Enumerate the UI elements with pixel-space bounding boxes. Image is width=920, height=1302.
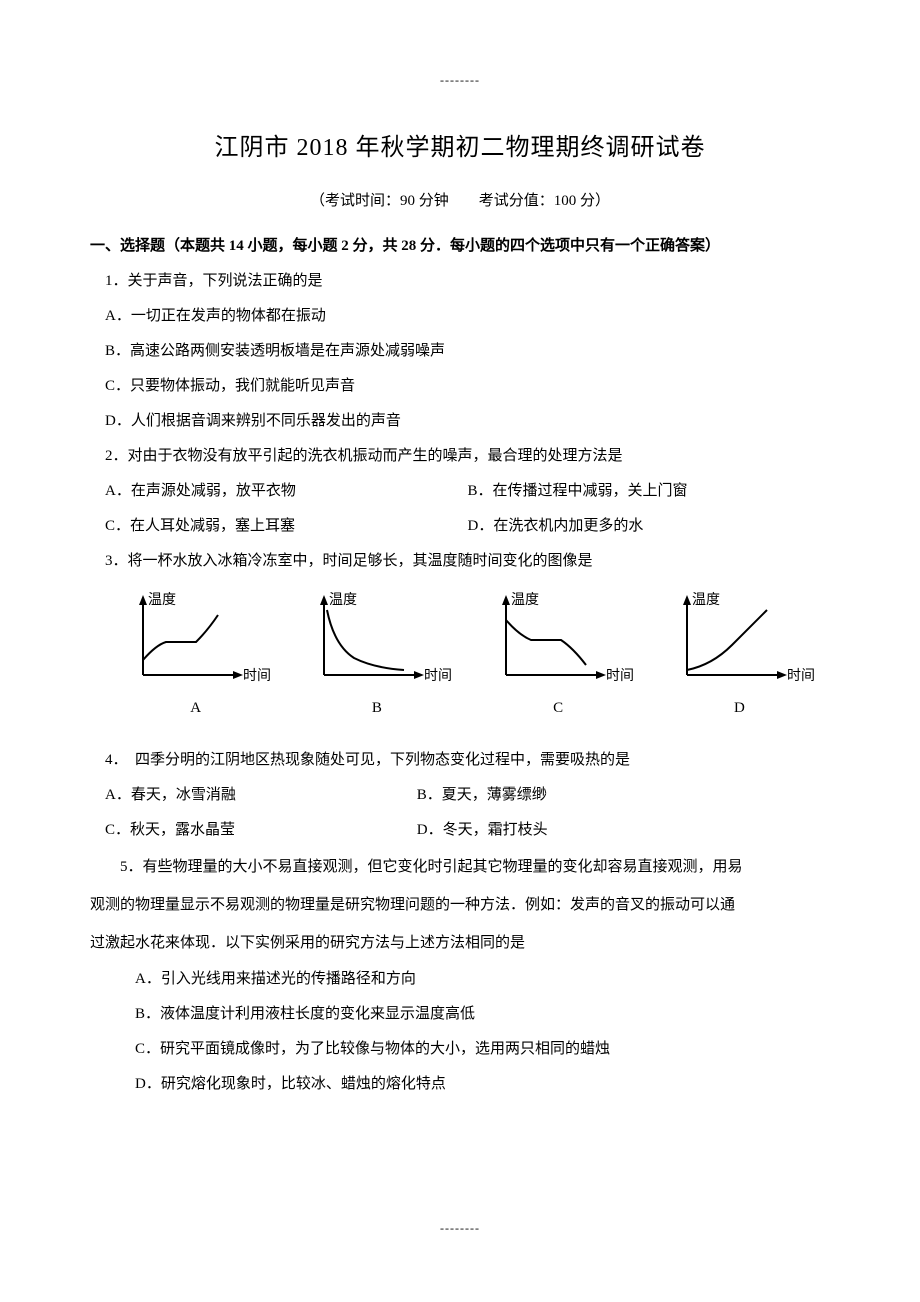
chart-a-label: A: [118, 695, 273, 722]
chart-c-label: C: [481, 695, 636, 722]
chart-d: 温度 时间 D: [662, 590, 817, 722]
page-title: 江阴市 2018 年秋学期初二物理期终调研试卷: [90, 127, 830, 170]
q2-option-d: D．在洗衣机内加更多的水: [468, 513, 831, 540]
q3-stem: 3．将一杯水放入冰箱冷冻室中，时间足够长，其温度随时间变化的图像是: [90, 548, 830, 575]
q5-line2: 观测的物理量显示不易观测的物理量是研究物理问题的一种方法．例如：发声的音叉的振动…: [90, 890, 830, 920]
chart-a: 温度 时间 A: [118, 590, 273, 722]
q4-option-d: D．冬天，霜打枝头: [417, 817, 830, 844]
q5-option-d: D．研究熔化现象时，比较冰、蜡烛的熔化特点: [90, 1071, 830, 1098]
chart-b-xlabel: 时间: [424, 668, 452, 684]
chart-b-yarrow: [320, 595, 328, 605]
top-dashes: --------: [90, 70, 830, 92]
q5-line1: 5．有些物理量的大小不易直接观测，但它变化时引起其它物理量的变化却容易直接观测，…: [90, 852, 830, 882]
q1-option-a: A．一切正在发声的物体都在振动: [90, 303, 830, 330]
chart-b-ylabel: 温度: [329, 592, 357, 608]
bottom-dashes: --------: [90, 1218, 830, 1240]
chart-a-curve: [143, 615, 218, 660]
q1-option-d: D．人们根据音调来辨别不同乐器发出的声音: [90, 408, 830, 435]
q3-charts: 温度 时间 A 温度 时间 B 温度 时间: [90, 590, 830, 722]
section-1-header: 一、选择题（本题共 14 小题，每小题 2 分，共 28 分．每小题的四个选项中…: [90, 233, 830, 260]
q2-row-cd: C．在人耳处减弱，塞上耳塞 D．在洗衣机内加更多的水: [90, 513, 830, 540]
chart-a-yarrow: [139, 595, 147, 605]
chart-c: 温度 时间 C: [481, 590, 636, 722]
chart-c-xarrow: [596, 671, 606, 679]
q2-row-ab: A．在声源处减弱，放平衣物 B．在传播过程中减弱，关上门窗: [90, 478, 830, 505]
q4-option-a: A．春天，冰雪消融: [105, 782, 417, 809]
q5-option-a: A．引入光线用来描述光的传播路径和方向: [90, 966, 830, 993]
chart-a-ylabel: 温度: [148, 592, 176, 608]
chart-c-xlabel: 时间: [606, 668, 634, 684]
q2-stem: 2．对由于衣物没有放平引起的洗衣机振动而产生的噪声，最合理的处理方法是: [90, 443, 830, 470]
chart-c-ylabel: 温度: [511, 592, 539, 608]
chart-b-label: B: [299, 695, 454, 722]
q4-stem: 4． 四季分明的江阴地区热现象随处可见，下列物态变化过程中，需要吸热的是: [90, 747, 830, 774]
chart-d-svg: 温度 时间: [662, 590, 817, 690]
q4-option-c: C．秋天，露水晶莹: [105, 817, 417, 844]
chart-b-svg: 温度 时间: [299, 590, 454, 690]
q4-option-b: B．夏天，薄雾缥缈: [417, 782, 830, 809]
q5-line3: 过激起水花来体现．以下实例采用的研究方法与上述方法相同的是: [90, 928, 830, 958]
chart-c-yarrow: [502, 595, 510, 605]
chart-d-curve: [687, 610, 767, 670]
q5-option-c: C．研究平面镜成像时，为了比较像与物体的大小，选用两只相同的蜡烛: [90, 1036, 830, 1063]
chart-b-curve: [327, 610, 404, 670]
chart-a-svg: 温度 时间: [118, 590, 273, 690]
q1-option-b: B．高速公路两侧安装透明板墙是在声源处减弱噪声: [90, 338, 830, 365]
chart-d-xlabel: 时间: [787, 668, 815, 684]
chart-d-xarrow: [777, 671, 787, 679]
chart-b: 温度 时间 B: [299, 590, 454, 722]
q1-option-c: C．只要物体振动，我们就能听见声音: [90, 373, 830, 400]
chart-a-xarrow: [233, 671, 243, 679]
q2-option-c: C．在人耳处减弱，塞上耳塞: [105, 513, 468, 540]
chart-c-curve: [506, 620, 586, 665]
chart-d-ylabel: 温度: [692, 592, 720, 608]
q5-option-b: B．液体温度计利用液柱长度的变化来显示温度高低: [90, 1001, 830, 1028]
q4-row-cd: C．秋天，露水晶莹 D．冬天，霜打枝头: [90, 817, 830, 844]
chart-b-xarrow: [414, 671, 424, 679]
exam-subtitle: （考试时间：90 分钟 考试分值：100 分）: [90, 188, 830, 215]
chart-a-xlabel: 时间: [243, 668, 271, 684]
q1-stem: 1．关于声音，下列说法正确的是: [90, 268, 830, 295]
chart-c-svg: 温度 时间: [481, 590, 636, 690]
q2-option-a: A．在声源处减弱，放平衣物: [105, 478, 468, 505]
q4-row-ab: A．春天，冰雪消融 B．夏天，薄雾缥缈: [90, 782, 830, 809]
q2-option-b: B．在传播过程中减弱，关上门窗: [468, 478, 831, 505]
chart-d-yarrow: [683, 595, 691, 605]
chart-d-label: D: [662, 695, 817, 722]
